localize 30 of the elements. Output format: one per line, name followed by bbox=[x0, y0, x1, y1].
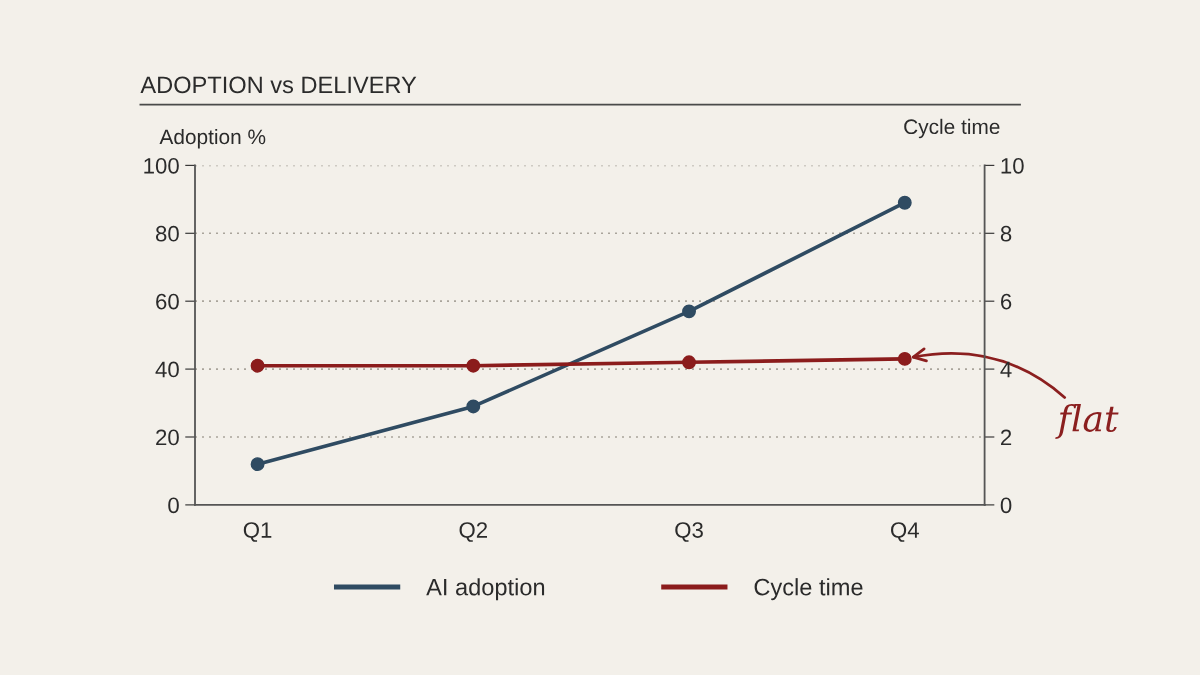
legend-label: AI adoption bbox=[426, 578, 545, 601]
y2-tick-label: 2 bbox=[1001, 429, 1012, 446]
point bbox=[897, 351, 912, 366]
y-axis-title: Adoption % bbox=[159, 128, 266, 149]
y-tick-label: 20 bbox=[156, 429, 179, 446]
legend-label: Cycle time bbox=[754, 578, 863, 601]
y-tick-label: 0 bbox=[168, 497, 179, 514]
y2-tick-label: 0 bbox=[1000, 497, 1012, 514]
y2-axis-title: Cycle time bbox=[904, 118, 1000, 139]
point bbox=[682, 355, 696, 370]
y-tick-label: 40 bbox=[155, 361, 179, 378]
point bbox=[250, 457, 265, 472]
point bbox=[466, 358, 481, 373]
point bbox=[682, 304, 696, 319]
chart-title: ADOPTION vs DELIVERY bbox=[140, 76, 417, 94]
x-tick-label: Q3 bbox=[675, 522, 703, 542]
x-tick-label: Q4 bbox=[891, 522, 919, 542]
annotation: flat bbox=[1055, 403, 1119, 439]
y2-tick-label: 4 bbox=[1000, 361, 1012, 378]
y2-tick-label: 10 bbox=[1001, 157, 1024, 174]
y-tick-label: 100 bbox=[144, 157, 179, 174]
x-tick-label: Q2 bbox=[459, 522, 488, 542]
point bbox=[466, 399, 481, 414]
y-tick-label: 60 bbox=[156, 293, 179, 310]
y2-tick-label: 8 bbox=[1000, 225, 1012, 242]
x-tick-label: Q1 bbox=[243, 522, 272, 542]
y-tick-label: 80 bbox=[155, 225, 179, 242]
point bbox=[897, 195, 912, 210]
y2-tick-label: 6 bbox=[1001, 293, 1012, 310]
point bbox=[250, 358, 265, 373]
